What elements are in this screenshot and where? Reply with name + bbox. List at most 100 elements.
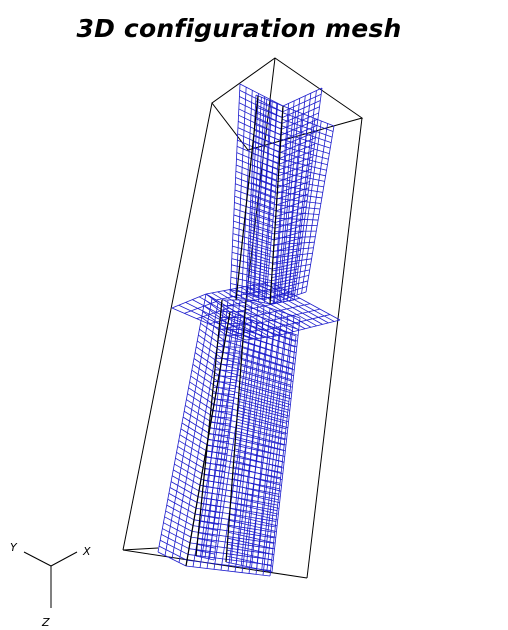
upper-back-fin-line (251, 176, 277, 187)
lower-left-fin-line (190, 375, 217, 394)
lower-right-fin-line (231, 484, 281, 498)
bbox-edge-left (122, 102, 213, 551)
lower-back-fin-line (208, 433, 230, 437)
lower-left-fin-line (175, 457, 203, 474)
upper-front-fin-line (280, 138, 330, 155)
lower-back-fin-line (197, 543, 216, 549)
upper-front-fin-line (281, 132, 331, 149)
upper-front-fin-line (273, 247, 314, 252)
lower-left-fin-line (166, 504, 195, 521)
lower-left-fin-line (201, 317, 227, 336)
lower-right-fin-line (238, 400, 290, 417)
orientation-triad: Y X Z (10, 541, 91, 629)
upper-back-fin-line (248, 246, 271, 255)
triad-z-label: Z (41, 616, 50, 629)
lower-right-fin-line (231, 490, 280, 504)
lower-left-fin-line (205, 293, 231, 313)
mesh-wireframe (157, 83, 341, 577)
lower-left-fin-line (170, 481, 199, 498)
lower-left-fin-line (182, 416, 210, 434)
lower-left-fin-line (169, 487, 198, 503)
upper-back-fin-line (246, 276, 268, 284)
lower-right-fin-line (236, 418, 288, 434)
lower-right-fin-line (244, 323, 298, 342)
lower-back-fin-line (198, 526, 218, 531)
lower-left-fin-line (161, 534, 190, 550)
lower-left-fin-line (194, 352, 221, 371)
lower-right-fin-line (239, 382, 292, 400)
lower-back-fin-line (203, 479, 224, 484)
triad-y-axis (23, 551, 52, 567)
triad-x-label: X (82, 545, 91, 558)
lower-right-fin-line (232, 472, 282, 486)
lower-back-fin-line (201, 497, 222, 502)
lower-back-fin-line (202, 491, 223, 496)
lower-back-fin-line (198, 532, 217, 537)
lower-left-fin-line (162, 528, 191, 544)
lower-left-fin-line (197, 340, 223, 359)
upper-back-fin-line (245, 293, 267, 301)
lower-right-fin-line (234, 448, 285, 463)
lower-back-fin-line (200, 514, 220, 520)
upper-front-fin-line (282, 105, 335, 127)
lower-right-fin-line (245, 299, 301, 319)
upper-right-fin-line (282, 87, 323, 107)
lower-back-fin-line (217, 346, 241, 348)
spine-upper-back-edge (235, 95, 259, 301)
upper-back-fin-line (253, 135, 280, 147)
lower-right-fin-line (244, 311, 299, 330)
lower-front-fin-line (185, 565, 271, 577)
lower-left-fin-line (174, 463, 202, 480)
mid-plate-line (235, 297, 301, 313)
upper-front-fin-line (277, 191, 322, 199)
lower-left-fin-line (171, 475, 200, 492)
lower-left-fin-line (200, 322, 226, 342)
lower-front-fin-line (222, 352, 292, 375)
lower-front-fin-line (215, 392, 288, 413)
lower-left-fin-line (176, 451, 204, 469)
lower-back-fin-line (196, 549, 215, 555)
upper-front-fin-line (275, 224, 318, 226)
lower-right-fin-line (235, 436, 286, 452)
lower-front-fin-line (211, 415, 286, 435)
upper-front-fin-line (277, 184, 323, 193)
lower-left-fin-line (181, 422, 209, 440)
lower-front-fin-line (191, 530, 274, 544)
lower-back-fin-line (211, 404, 233, 407)
upper-back-fin-line (247, 270, 269, 278)
mid-plate-line (265, 314, 331, 331)
lower-front-fin-line (210, 421, 285, 441)
upper-back-fin-line (255, 100, 283, 113)
triad-y-label: Y (10, 541, 18, 554)
lower-right-fin-line (226, 549, 274, 561)
upper-back-fin-line (247, 252, 270, 261)
upper-front-fin-line (279, 165, 326, 177)
upper-back-fin-line (247, 264, 269, 272)
upper-front-fin-line (272, 252, 313, 259)
lower-back-fin-line (205, 456, 227, 460)
lower-right-fin-line (229, 519, 277, 532)
upper-back-fin-line (254, 118, 282, 130)
upper-back-fin-line (248, 240, 271, 250)
bbox-top-face (211, 57, 364, 151)
mid-plate-left-line (171, 293, 207, 309)
lower-left-fin-line (202, 311, 228, 330)
upper-front-fin-line (270, 280, 308, 292)
upper-right-fin-line (271, 274, 298, 282)
lower-right-fin-line (236, 424, 287, 440)
lower-back-fin-line (211, 398, 234, 401)
lower-back-fin-line (203, 485, 223, 490)
upper-front-fin-line (272, 258, 312, 265)
upper-back-fin-line (248, 235, 272, 244)
lower-left-fin-line (198, 334, 224, 353)
upper-front-fin-line (274, 236, 316, 239)
upper-back-fin-line (249, 211, 274, 221)
lower-front-fin-line (216, 386, 289, 408)
upper-front-fin-line (280, 145, 329, 160)
lower-right-fin-line (243, 329, 297, 348)
upper-front-fin-line (281, 125, 332, 143)
lower-front-fin-line (207, 438, 284, 457)
upper-right-fin-line (272, 262, 300, 270)
lower-right-fin-line (228, 531, 276, 544)
